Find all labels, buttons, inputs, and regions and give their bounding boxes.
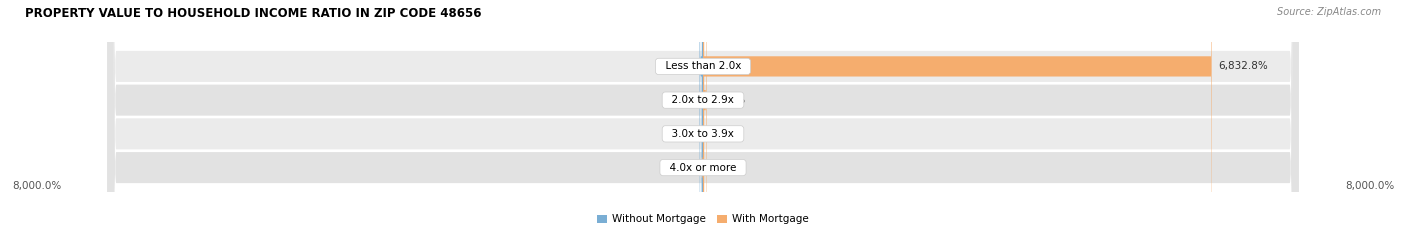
Text: Less than 2.0x: Less than 2.0x [658,61,748,71]
Text: 28.1%: 28.1% [662,163,695,173]
Text: 8,000.0%: 8,000.0% [11,180,62,190]
FancyBboxPatch shape [107,0,1299,234]
Text: 48.1%: 48.1% [713,95,745,105]
Text: 13.6%: 13.6% [662,129,696,139]
Text: 2.0x to 2.9x: 2.0x to 2.9x [665,95,741,105]
Text: 4.0x or more: 4.0x or more [664,163,742,173]
Legend: Without Mortgage, With Mortgage: Without Mortgage, With Mortgage [593,210,813,229]
FancyBboxPatch shape [703,0,707,234]
FancyBboxPatch shape [107,0,1299,234]
Text: Source: ZipAtlas.com: Source: ZipAtlas.com [1277,7,1381,17]
FancyBboxPatch shape [107,0,1299,234]
Text: 3.0x to 3.9x: 3.0x to 3.9x [665,129,741,139]
Text: 6.0%: 6.0% [710,163,735,173]
FancyBboxPatch shape [703,0,1212,234]
FancyBboxPatch shape [700,0,703,234]
Text: 15.9%: 15.9% [710,129,744,139]
FancyBboxPatch shape [107,0,1299,234]
Text: 46.3%: 46.3% [661,61,693,71]
Text: 8,000.0%: 8,000.0% [1344,180,1395,190]
Text: 6,832.8%: 6,832.8% [1218,61,1268,71]
Text: PROPERTY VALUE TO HOUSEHOLD INCOME RATIO IN ZIP CODE 48656: PROPERTY VALUE TO HOUSEHOLD INCOME RATIO… [25,7,482,20]
Text: 10.5%: 10.5% [664,95,696,105]
FancyBboxPatch shape [702,0,703,234]
